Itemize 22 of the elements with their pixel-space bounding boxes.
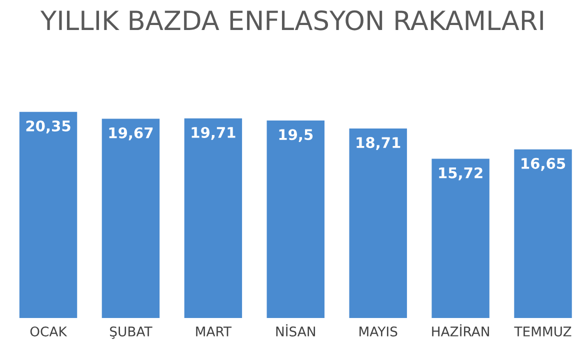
data-label: 19,67	[109, 127, 153, 140]
data-label: 19,71	[192, 126, 236, 140]
x-tick-label: HAZİRAN	[432, 324, 489, 336]
x-tick-label: MART	[196, 326, 232, 336]
data-label: 15,72	[439, 167, 482, 180]
x-tick-label: OCAK	[30, 326, 68, 336]
bar	[184, 118, 242, 318]
bar	[266, 120, 324, 318]
bar	[349, 128, 407, 318]
bar	[102, 118, 160, 318]
chart-title: YILLIK BAZDA ENFLASYON RAKAMLARI	[40, 10, 543, 30]
data-label: 20,35	[26, 120, 70, 134]
x-tick-label: MAYIS	[360, 326, 398, 336]
bar	[19, 112, 78, 318]
x-tick-label: TEMMUZ	[514, 326, 572, 336]
data-label: 18,71	[356, 137, 400, 150]
bar	[514, 149, 572, 318]
data-label: 19,5	[279, 129, 313, 142]
bar	[432, 158, 490, 318]
x-tick-label: NİSAN	[276, 324, 315, 336]
x-tick-label: ŞUBAT	[110, 326, 152, 339]
data-label: 16,65	[522, 158, 566, 171]
